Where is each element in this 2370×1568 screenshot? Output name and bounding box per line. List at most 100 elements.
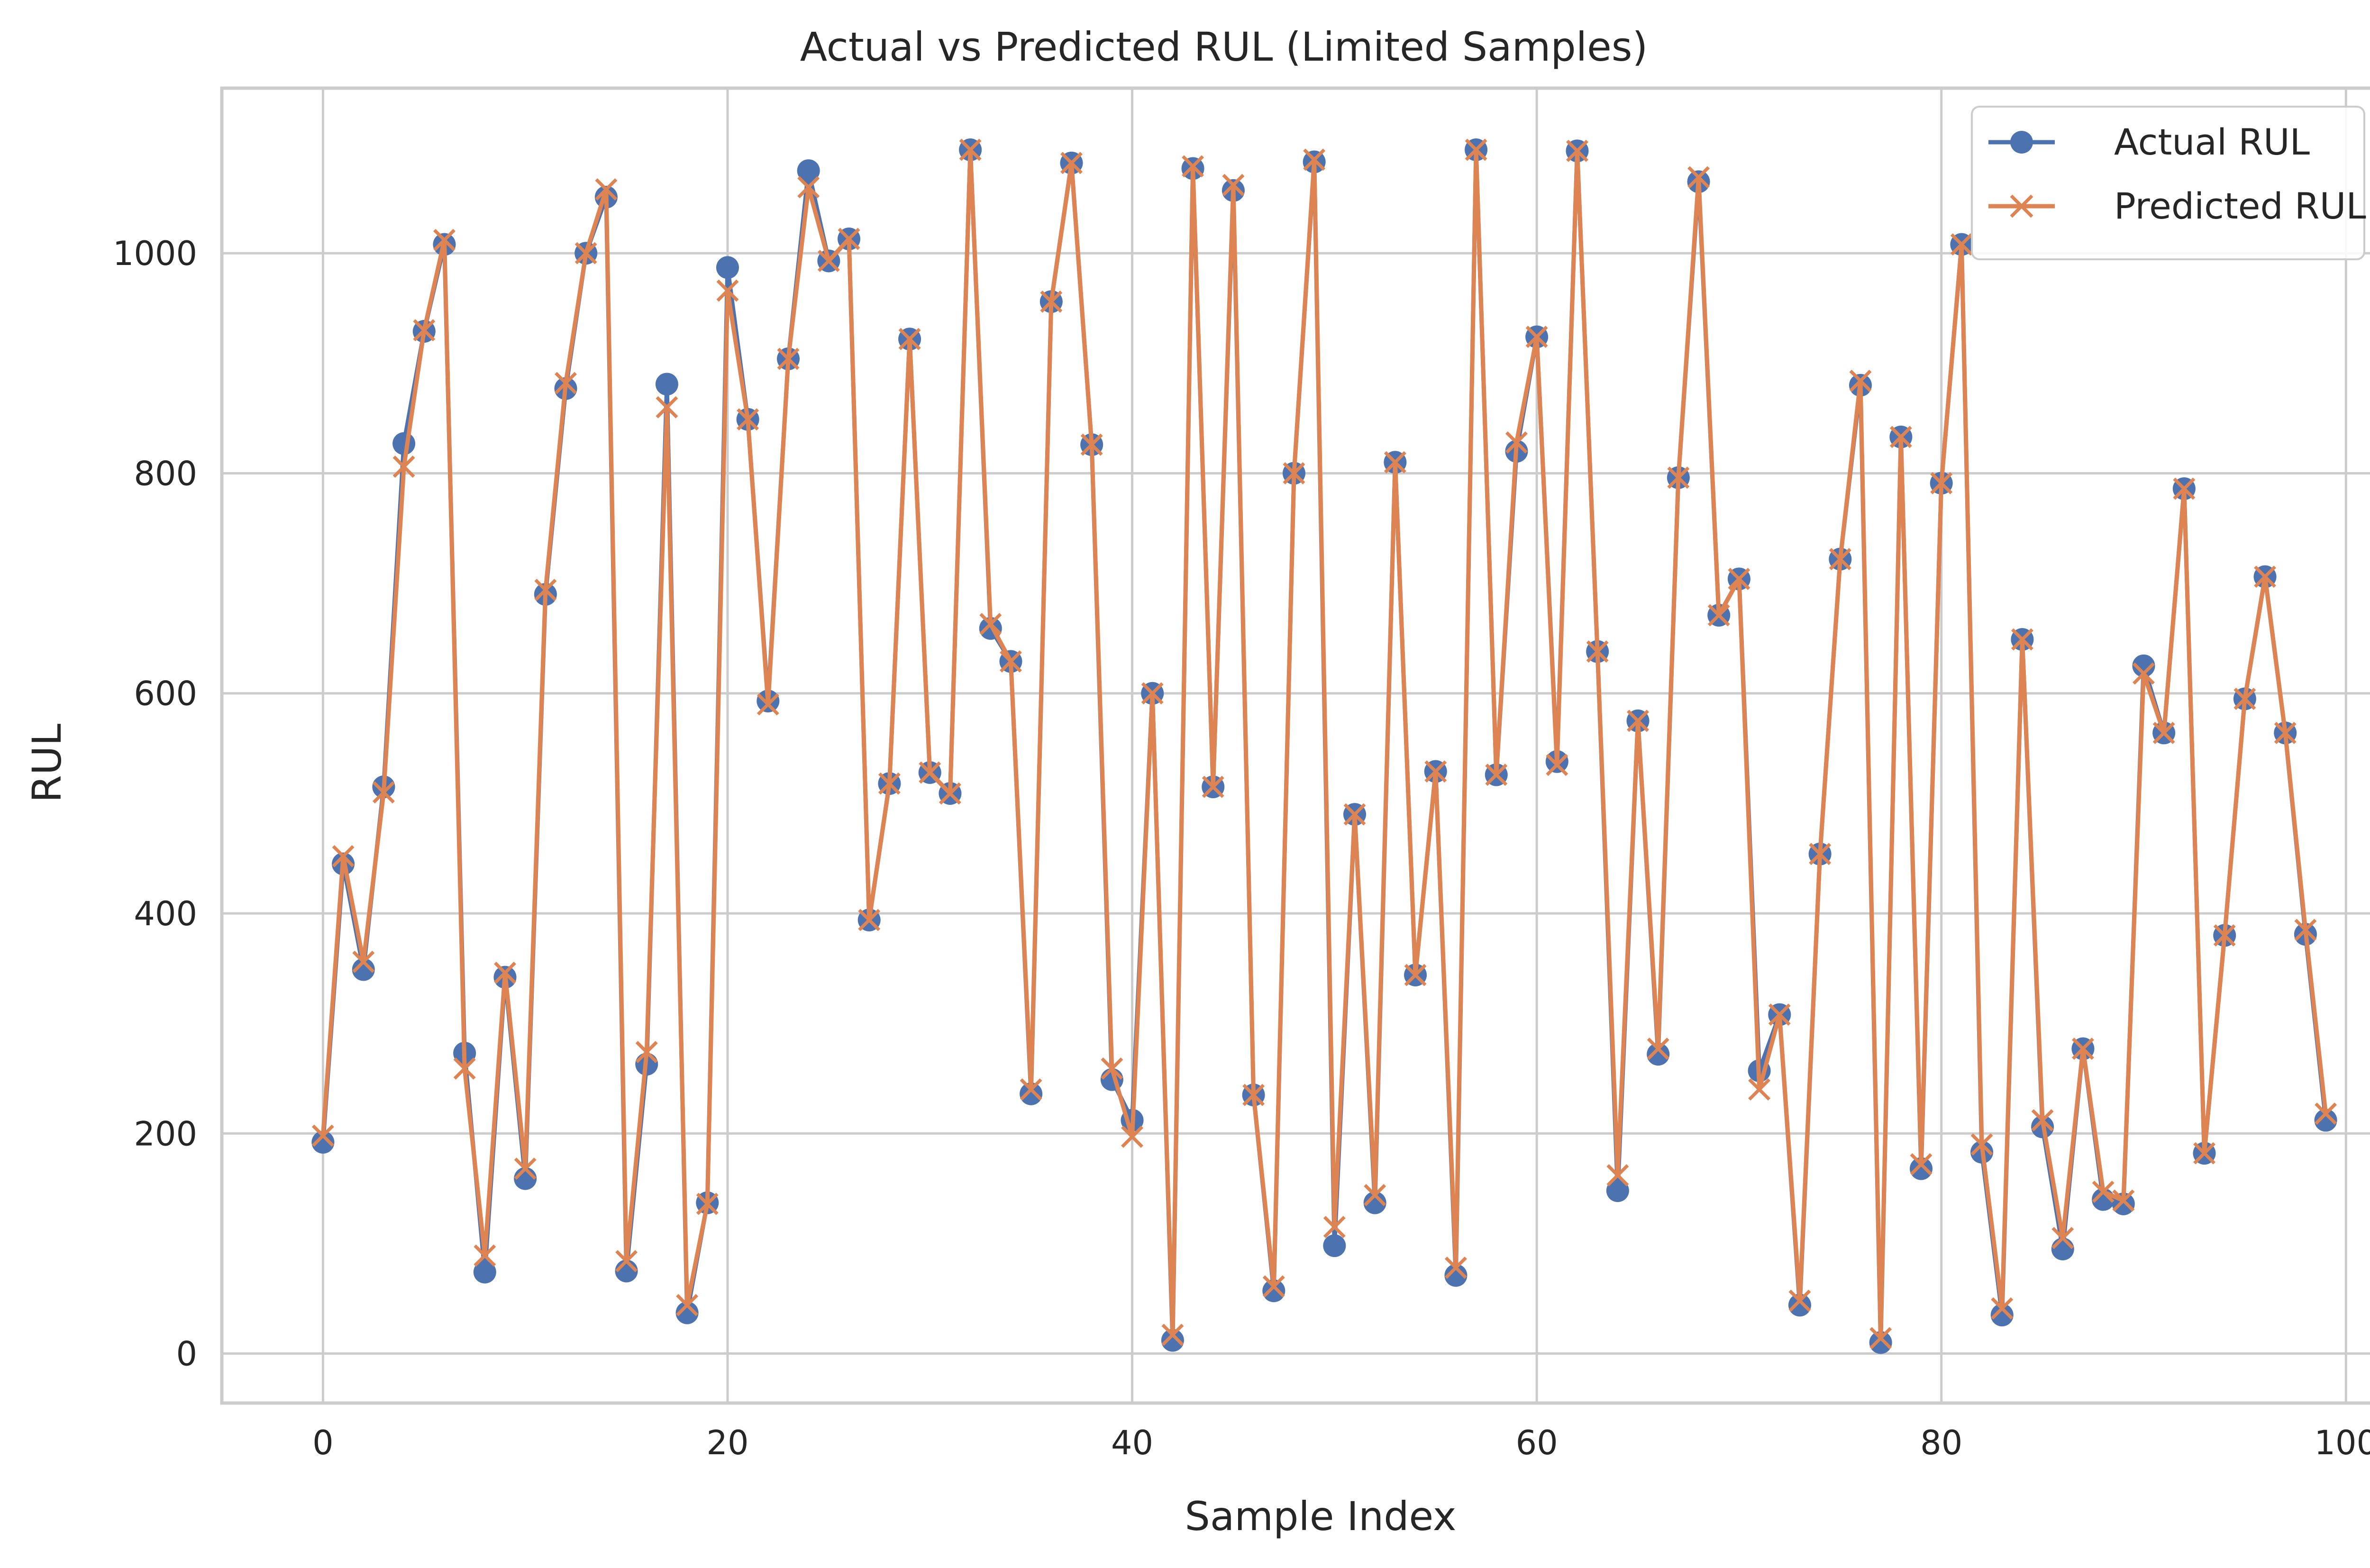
predicted-data-point [413, 319, 436, 342]
predicted-data-point [2315, 1103, 2337, 1125]
predicted-data-point [1546, 754, 1568, 776]
predicted-data-point [595, 178, 618, 201]
predicted-data-point [2294, 919, 2317, 941]
predicted-data-point [1323, 1216, 1346, 1239]
predicted-data-point [1728, 567, 1750, 590]
predicted-data-point [858, 909, 881, 931]
y-tick-label: 200 [134, 1114, 197, 1153]
predicted-data-point [1343, 803, 1366, 826]
predicted-data-point [2071, 1038, 2094, 1060]
predicted-data-point [1930, 472, 1953, 494]
predicted-data-point [2031, 1109, 2054, 1131]
predicted-data-point [2011, 628, 2033, 651]
legend-label-actual: Actual RUL [2114, 121, 2310, 163]
predicted-data-point [2254, 565, 2277, 588]
predicted-data-point [757, 693, 779, 716]
predicted-data-point [838, 228, 860, 250]
legend-label-predicted: Predicted RUL [2114, 185, 2366, 227]
actual-data-point [675, 1301, 699, 1324]
actual-data-point [2314, 1109, 2337, 1132]
actual-data-point [1020, 1082, 1043, 1105]
predicted-data-point [474, 1244, 496, 1267]
y-axis-label: RUL [24, 723, 70, 802]
predicted-data-point [676, 1294, 699, 1316]
predicted-data-point [1262, 1275, 1285, 1298]
predicted-data-point [332, 845, 355, 867]
predicted-data-point [2213, 924, 2236, 947]
predicted-data-point [1707, 604, 1730, 627]
predicted-data-point [1687, 166, 1710, 189]
predicted-data-point [777, 347, 800, 370]
predicted-data-point [1182, 155, 1204, 178]
predicted-data-point [2152, 721, 2175, 744]
legend-box [1971, 106, 2365, 260]
predicted-data-point [2133, 662, 2155, 685]
actual-data-point [1910, 1157, 1933, 1180]
predicted-data-point [939, 782, 961, 805]
predicted-data-point [534, 579, 557, 602]
x-tick-label: 60 [1516, 1423, 1558, 1462]
predicted-data-point [2173, 477, 2196, 500]
predicted-data-point [1202, 775, 1224, 798]
actual-data-point [1323, 1234, 1346, 1258]
x-tick-label: 20 [706, 1423, 748, 1462]
predicted-data-point [817, 249, 840, 272]
actual-data-point [1262, 1279, 1285, 1303]
y-tick-label: 1000 [113, 234, 197, 273]
predicted-data-point [1060, 152, 1083, 174]
predicted-data-point [1586, 640, 1609, 663]
actual-data-point [2132, 654, 2155, 677]
predicted-data-point [494, 961, 516, 984]
actual-data-point [392, 432, 416, 455]
x-tick-label: 40 [1111, 1423, 1153, 1462]
predicted-data-point [1444, 1257, 1467, 1279]
actual-data-point [1647, 1043, 1670, 1066]
predicted-data-point [959, 138, 982, 161]
predicted-data-point [1991, 1297, 2014, 1320]
predicted-data-point [635, 1041, 658, 1063]
predicted-data-point [311, 1124, 334, 1147]
series-predicted-rul [311, 138, 2337, 1349]
predicted-data-point [1667, 466, 1690, 489]
predicted-data-point [1970, 1133, 1993, 1156]
predicted-data-point [1121, 1125, 1144, 1148]
x-axis-label: Sample Index [1185, 1493, 1457, 1540]
x-tick-label: 100 [2314, 1423, 2370, 1462]
predicted-data-point [1020, 1078, 1042, 1101]
predicted-data-point [1040, 290, 1063, 313]
predicted-data-point [919, 761, 941, 784]
predicted-data-point [716, 279, 739, 302]
predicted-data-point [878, 772, 901, 795]
predicted-data-point [555, 372, 577, 394]
predicted-data-point [1384, 451, 1406, 474]
predicted-data-point [1161, 1323, 1184, 1346]
actual-data-point [797, 159, 820, 182]
predicted-data-point [1950, 233, 1973, 256]
predicted-data-point [1303, 148, 1326, 171]
series-line [320, 147, 2328, 1340]
actual-data-point [655, 373, 678, 396]
predicted-data-point [1525, 326, 1548, 348]
actual-data-point [1869, 1331, 1892, 1354]
predicted-data-point [1222, 173, 1245, 196]
predicted-data-point [372, 781, 395, 804]
predicted-data-point [1788, 1289, 1811, 1312]
chart-title: Actual vs Predicted RUL (Limited Samples… [800, 24, 1648, 70]
y-tick-label: 600 [134, 675, 197, 713]
actual-data-point [1606, 1179, 1629, 1202]
actual-data-point [311, 1130, 335, 1154]
predicted-data-point [1485, 764, 1508, 786]
predicted-data-point [2193, 1142, 2216, 1165]
predicted-data-point [1404, 964, 1427, 986]
predicted-data-point [1000, 650, 1022, 673]
predicted-data-point [979, 613, 1002, 635]
predicted-data-point [1505, 431, 1528, 454]
legend-marker-circle-icon [2010, 131, 2033, 154]
predicted-data-point [1829, 548, 1851, 571]
predicted-data-point [1889, 426, 1912, 448]
predicted-data-point [1101, 1057, 1123, 1080]
x-tick-label: 80 [1920, 1423, 1962, 1462]
